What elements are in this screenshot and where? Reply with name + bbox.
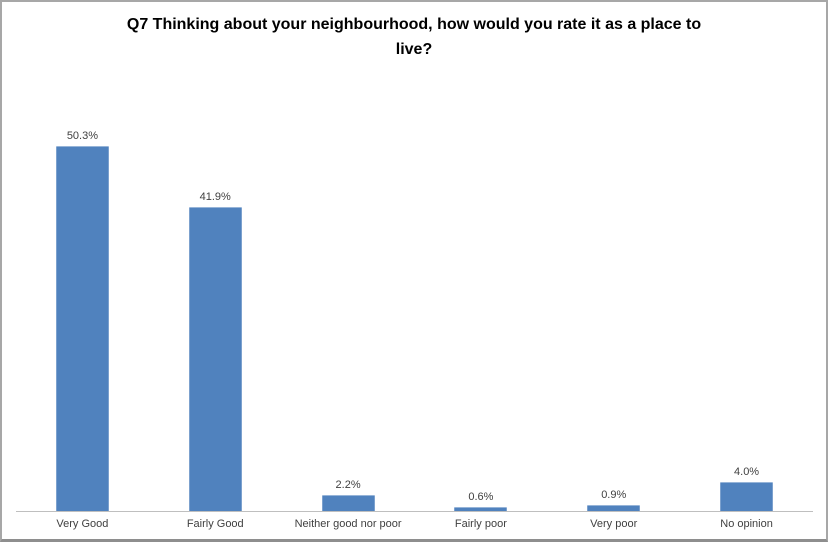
plot-area: 50.3% 41.9% 2.2% 0.6% 0.9% 4.0% Very Good Fair… — [16, 75, 813, 530]
chart-title-line1: Q7 Thinking about your neighbourhood, ho… — [126, 16, 702, 33]
value-label: 2.2% — [335, 479, 361, 491]
bar-slot: 0.9% — [547, 75, 680, 511]
bar — [321, 495, 375, 511]
category-label: Neither good nor poor — [294, 518, 402, 530]
category-label: Very poor — [590, 518, 638, 530]
value-label: 4.0% — [734, 465, 760, 478]
bar-slot: 2.2% — [282, 75, 415, 511]
chart-title: Q7 Thinking about your neighbourhood, ho… — [2, 12, 826, 62]
category-label: Very Good — [56, 518, 109, 530]
bar — [55, 145, 109, 511]
bar-slot: 0.6% — [414, 75, 547, 511]
value-label: 0.9% — [601, 488, 627, 501]
value-label: 41.9% — [199, 190, 231, 203]
bars-row: 50.3% 41.9% 2.2% 0.6% 0.9% 4.0% — [16, 75, 813, 512]
category-label: No opinion — [720, 518, 773, 530]
bar-slot: 4.0% — [680, 75, 813, 511]
categories-row: Very Good Fairly Good Neither good nor poo… — [16, 518, 813, 530]
value-label: 50.3% — [66, 129, 99, 142]
category-label: Fairly poor — [454, 518, 507, 530]
bar-slot: 50.3% — [16, 75, 149, 511]
value-label: 0.6% — [468, 490, 494, 503]
bar — [587, 504, 641, 511]
bar-slot: 41.9% — [149, 75, 282, 511]
bar — [188, 206, 242, 511]
bar — [720, 481, 774, 511]
chart-title-line2: live? — [395, 41, 433, 58]
category-label: Fairly Good — [186, 518, 244, 530]
bar — [454, 506, 508, 511]
